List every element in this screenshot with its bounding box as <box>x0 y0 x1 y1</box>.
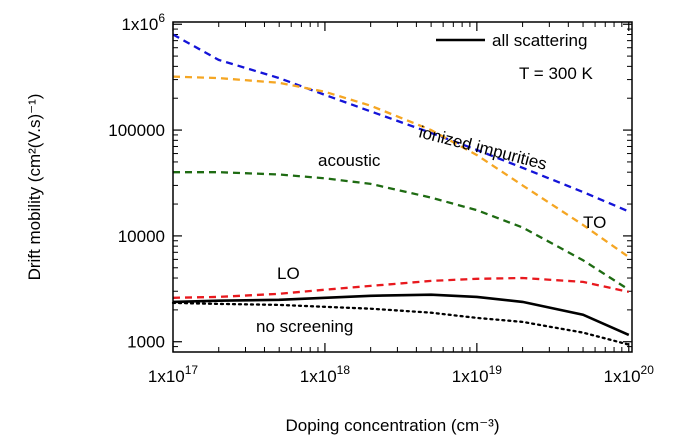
tick-label: 1x106 <box>121 11 165 34</box>
tick-label: 10000 <box>118 227 165 246</box>
legend-label: all scattering <box>492 31 587 50</box>
series-line <box>171 301 630 346</box>
annotation: T = 300 K <box>519 64 594 83</box>
tick-label: 1x1020 <box>604 363 655 386</box>
tick-label: 100000 <box>108 121 165 140</box>
tick-label-exponent: 6 <box>158 11 165 25</box>
series-line <box>172 75 630 259</box>
tick-label-exponent: 19 <box>489 363 503 377</box>
tick-label-base: 1x10 <box>604 367 641 386</box>
tick-label-base: 1x10 <box>452 367 489 386</box>
series-label: acoustic <box>318 151 381 170</box>
tick-label-exponent: 20 <box>641 363 655 377</box>
tick-label: 1x1019 <box>452 363 503 386</box>
tick-label-base: 1x10 <box>148 367 185 386</box>
series-line <box>172 33 630 213</box>
tick-label: 1x1017 <box>148 363 199 386</box>
plot-frame <box>172 21 633 353</box>
tick-label-base: 1x10 <box>300 367 337 386</box>
series-label: no screening <box>256 317 353 336</box>
series-line <box>173 171 630 291</box>
series-label: TO <box>583 213 606 232</box>
y-axis-title: Drift mobility (cm²(V.s)⁻¹) <box>25 94 44 281</box>
series-label: ionized impurities <box>417 122 549 173</box>
tick-label-exponent: 17 <box>185 363 199 377</box>
tick-label: 1000 <box>127 333 165 352</box>
tick-label-exponent: 18 <box>337 363 351 377</box>
series-line <box>172 276 630 299</box>
tick-label-base: 1x10 <box>121 15 158 34</box>
tick-label: 1x1018 <box>300 363 351 386</box>
x-axis-title: Doping concentration (cm⁻³) <box>285 416 499 435</box>
series-line <box>172 293 630 337</box>
series-label: LO <box>277 264 300 283</box>
